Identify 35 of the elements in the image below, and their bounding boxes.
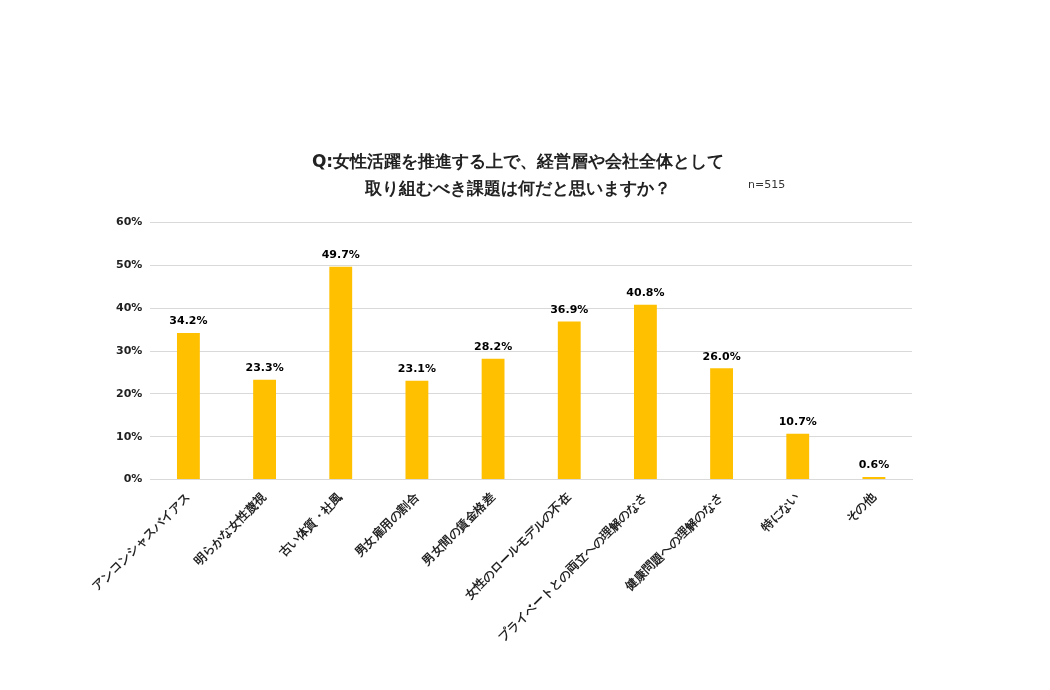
bar [710,368,734,480]
x-tick-label: アンコンシャスバイアス [89,490,193,594]
bar [557,321,581,480]
bar [329,266,353,480]
bar [862,477,886,480]
data-label: 23.3% [245,361,284,375]
bar [405,380,429,480]
x-tick-label: 明らかな女性蔑視 [191,489,270,568]
data-label: 10.7% [778,415,817,429]
y-tick-label: 0% [123,472,143,486]
data-label: 26.0% [702,349,741,363]
x-tick-label: 男女雇用の割合 [351,489,422,561]
data-label: 36.9% [550,302,589,316]
x-tick-label: 特にない [757,490,803,535]
y-tick-label: 10% [115,429,143,443]
y-tick-label: 20% [115,386,143,400]
y-tick-label: 40% [115,301,143,315]
y-tick-label: 60% [115,215,143,229]
y-tick-label: 30% [115,343,143,357]
data-label: 49.7% [321,248,360,262]
bar [633,304,657,480]
text: n=515 [748,178,786,191]
chart-title: Q:女性活躍を推進する上で、経営層や会社全体として取り組むべき課題は何だと思いますか？ [310,150,726,200]
y-tick-label: 50% [115,258,143,272]
bar [176,333,200,480]
data-label: 34.2% [169,314,208,328]
data-label: 23.1% [397,361,436,375]
x-tick-label: 古い体質・社風 [275,490,346,561]
data-label: 0.6% [858,458,890,472]
data-label: 28.2% [474,340,513,354]
bar [253,379,277,480]
data-label: 40.8% [626,286,665,300]
x-tick-label: その他 [842,489,879,526]
bar [481,358,505,480]
bar [786,433,810,480]
